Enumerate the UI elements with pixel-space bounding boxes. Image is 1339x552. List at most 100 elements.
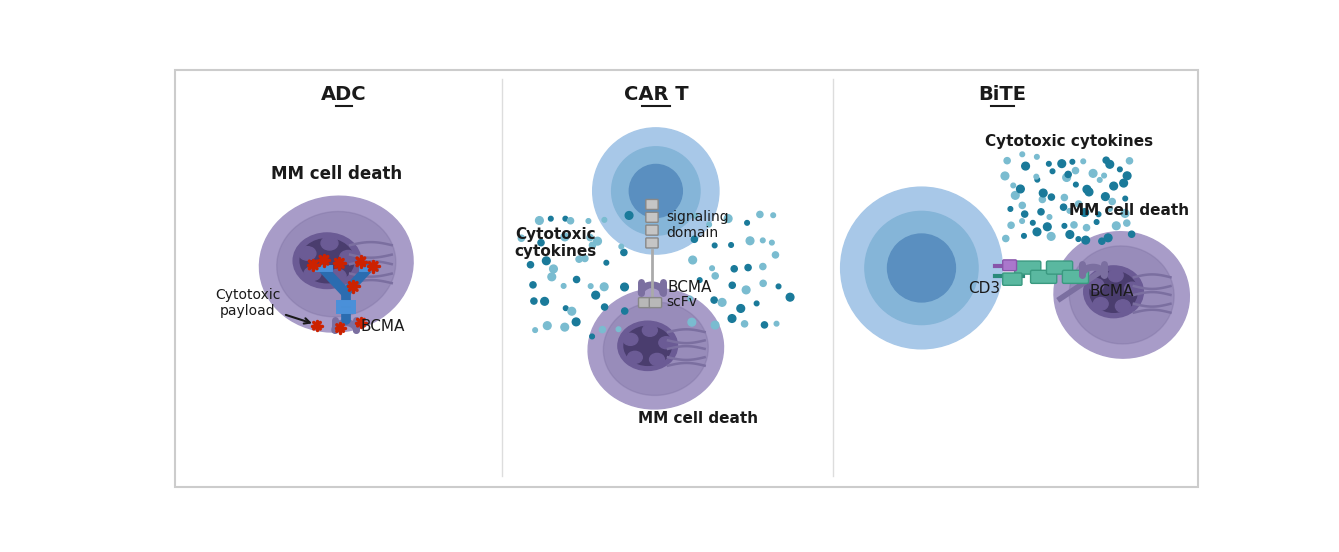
Circle shape (541, 298, 549, 305)
Circle shape (742, 321, 747, 327)
Text: Cytotoxic
cytokines: Cytotoxic cytokines (514, 227, 597, 259)
Circle shape (1020, 219, 1024, 224)
Circle shape (604, 261, 609, 265)
Text: BCMA: BCMA (1090, 284, 1134, 300)
Ellipse shape (1090, 271, 1137, 312)
Ellipse shape (628, 351, 643, 363)
Ellipse shape (649, 353, 664, 365)
Circle shape (688, 319, 696, 326)
Circle shape (1039, 189, 1047, 197)
Circle shape (1048, 194, 1055, 200)
Circle shape (1102, 193, 1109, 200)
Circle shape (600, 283, 608, 291)
Ellipse shape (1125, 282, 1139, 295)
Circle shape (629, 164, 683, 217)
Circle shape (1011, 192, 1019, 199)
Circle shape (1083, 185, 1091, 193)
Circle shape (691, 236, 698, 242)
FancyBboxPatch shape (639, 298, 651, 307)
Ellipse shape (588, 289, 723, 409)
Circle shape (518, 235, 525, 241)
Circle shape (619, 244, 624, 249)
Circle shape (1063, 174, 1070, 182)
Circle shape (1107, 206, 1113, 211)
Ellipse shape (300, 238, 353, 283)
Circle shape (1083, 225, 1090, 231)
Circle shape (773, 252, 778, 258)
Circle shape (777, 284, 781, 289)
Circle shape (761, 280, 766, 286)
Circle shape (1082, 236, 1090, 244)
Circle shape (1019, 202, 1026, 209)
Circle shape (1034, 228, 1040, 236)
Circle shape (1039, 197, 1046, 203)
Circle shape (759, 263, 766, 269)
Circle shape (542, 257, 550, 264)
Circle shape (730, 282, 735, 288)
Ellipse shape (643, 325, 657, 336)
Circle shape (754, 301, 759, 306)
Circle shape (561, 323, 569, 331)
Ellipse shape (617, 321, 678, 370)
Circle shape (564, 216, 568, 221)
Circle shape (1065, 171, 1071, 178)
Circle shape (712, 273, 718, 279)
Circle shape (1035, 155, 1039, 159)
Circle shape (1022, 162, 1030, 170)
Text: signaling
domain: signaling domain (665, 210, 728, 240)
Text: ADC: ADC (321, 85, 367, 104)
FancyBboxPatch shape (1047, 261, 1073, 274)
Circle shape (728, 243, 734, 247)
Circle shape (1098, 178, 1102, 182)
Circle shape (533, 328, 537, 332)
Circle shape (530, 282, 536, 288)
Text: CD3: CD3 (968, 280, 1000, 296)
Circle shape (592, 291, 600, 299)
Circle shape (712, 243, 716, 248)
Text: BiTE: BiTE (979, 85, 1026, 104)
Circle shape (698, 278, 702, 283)
Circle shape (1008, 206, 1012, 211)
Circle shape (1022, 211, 1028, 217)
Text: MM cell death: MM cell death (1070, 203, 1189, 218)
Ellipse shape (604, 302, 708, 395)
Circle shape (1074, 182, 1078, 187)
Circle shape (1126, 158, 1133, 164)
Circle shape (573, 277, 580, 283)
Circle shape (770, 240, 774, 245)
Ellipse shape (293, 233, 362, 289)
Ellipse shape (304, 267, 321, 280)
Circle shape (576, 256, 582, 262)
Ellipse shape (1054, 232, 1189, 358)
Circle shape (1081, 209, 1089, 216)
Circle shape (718, 299, 726, 306)
Circle shape (694, 214, 698, 218)
Circle shape (582, 256, 588, 262)
Circle shape (1105, 234, 1111, 242)
Circle shape (728, 315, 736, 322)
Ellipse shape (1093, 298, 1109, 310)
Circle shape (1070, 160, 1075, 164)
Circle shape (1106, 161, 1114, 168)
Circle shape (1047, 232, 1055, 240)
FancyBboxPatch shape (174, 70, 1198, 487)
Circle shape (711, 321, 719, 329)
Circle shape (1129, 231, 1134, 237)
Text: Cytotoxic cytokines: Cytotoxic cytokines (986, 134, 1153, 150)
Circle shape (549, 216, 553, 221)
Ellipse shape (1089, 279, 1103, 291)
Circle shape (593, 237, 601, 245)
Circle shape (710, 266, 715, 270)
Text: BCMA: BCMA (667, 280, 712, 295)
Circle shape (1002, 172, 1008, 180)
Circle shape (561, 233, 569, 241)
Circle shape (586, 235, 593, 241)
Circle shape (625, 211, 633, 219)
Circle shape (561, 284, 566, 288)
Circle shape (865, 211, 977, 325)
Circle shape (601, 304, 608, 310)
Circle shape (1011, 183, 1015, 188)
Circle shape (762, 322, 767, 328)
Circle shape (888, 234, 956, 302)
Circle shape (1062, 194, 1067, 200)
